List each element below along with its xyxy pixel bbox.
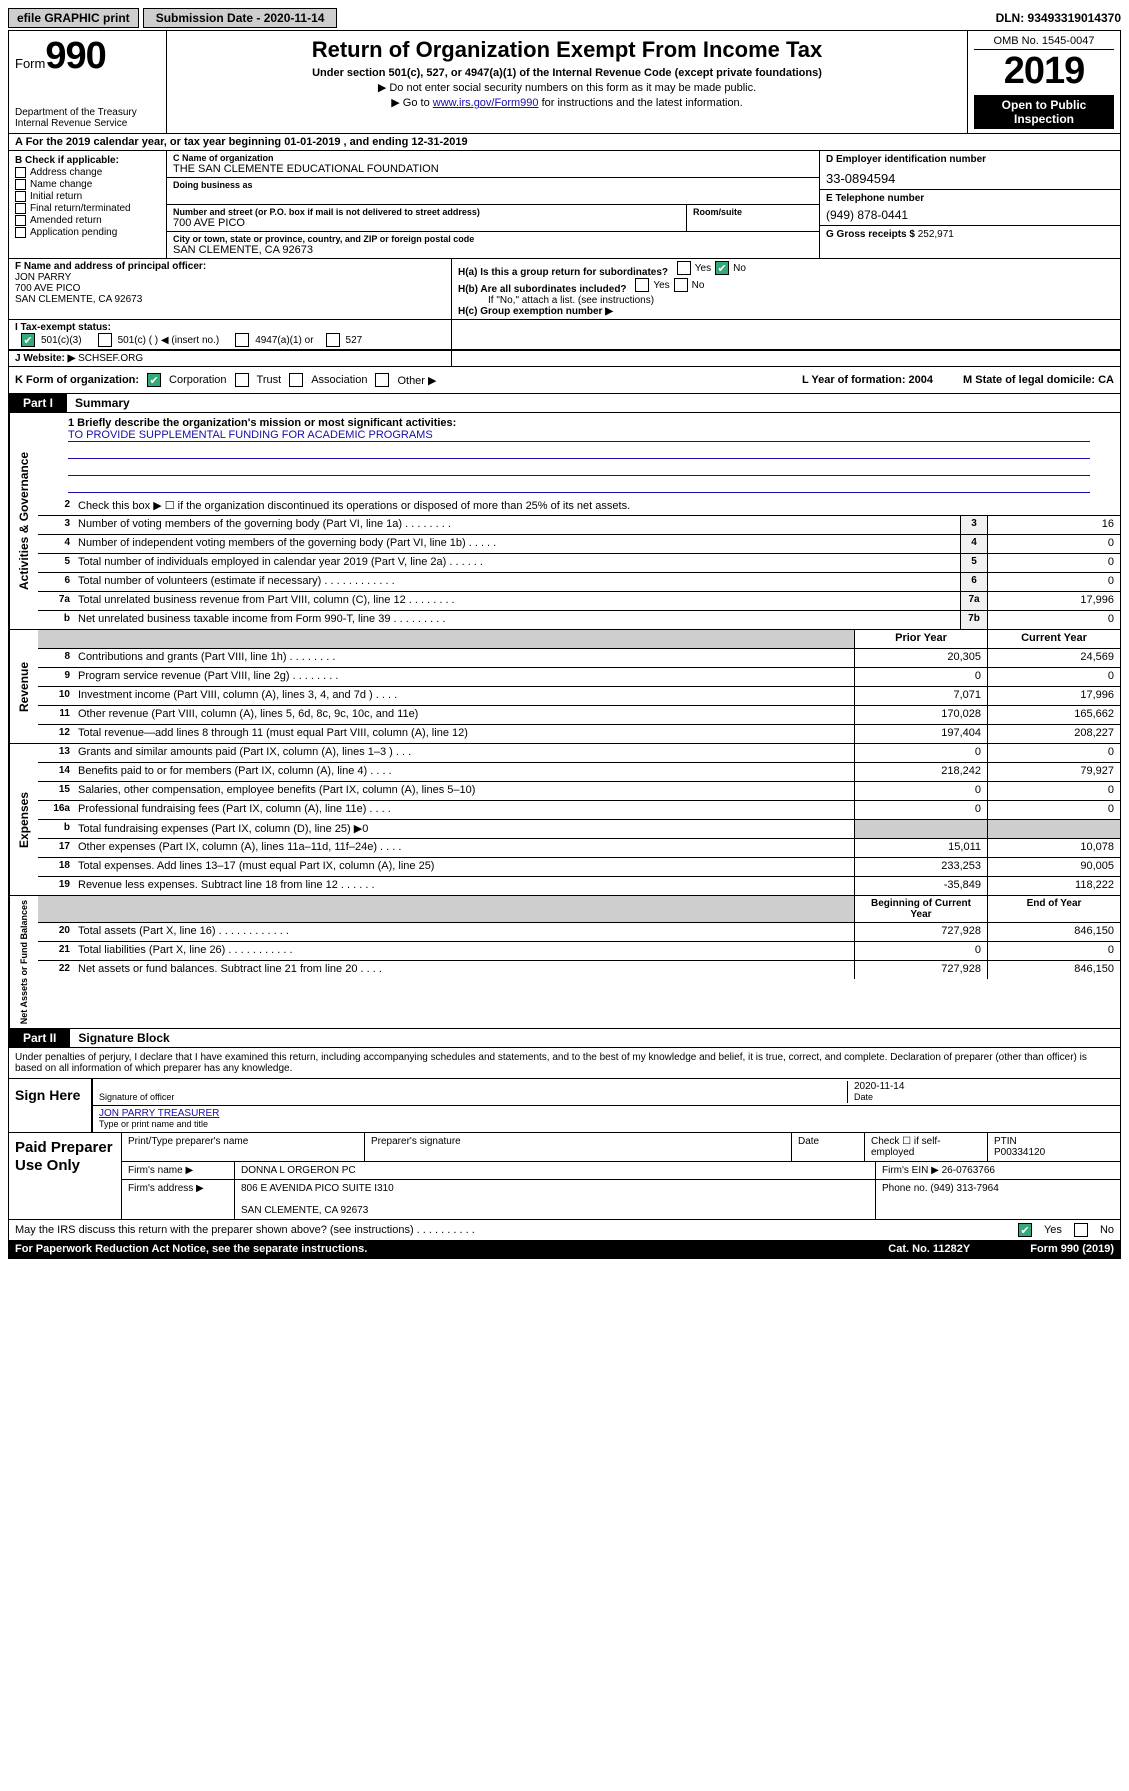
prior-year-value bbox=[854, 820, 987, 838]
current-year-value: 0 bbox=[987, 801, 1120, 819]
current-year-value: 846,150 bbox=[987, 923, 1120, 941]
part-1-bar: Part I Summary bbox=[9, 394, 1120, 413]
dln-label: DLN: 93493319014370 bbox=[996, 11, 1121, 25]
firm-phone: (949) 313-7964 bbox=[930, 1183, 998, 1194]
ein: 33-0894594 bbox=[826, 171, 1114, 186]
gov-value: 0 bbox=[987, 554, 1120, 572]
paid-preparer-block: Paid Preparer Use Only Print/Type prepar… bbox=[9, 1132, 1120, 1219]
dept-label: Department of the Treasury Internal Reve… bbox=[15, 107, 160, 129]
current-year-value bbox=[987, 820, 1120, 838]
prior-year-value: 233,253 bbox=[854, 858, 987, 876]
tax-year: 2019 bbox=[974, 50, 1114, 93]
gov-value: 0 bbox=[987, 573, 1120, 591]
prior-year-value: 197,404 bbox=[854, 725, 987, 743]
mission-text: TO PROVIDE SUPPLEMENTAL FUNDING FOR ACAD… bbox=[68, 429, 1090, 442]
current-year-value: 846,150 bbox=[987, 961, 1120, 979]
prior-year-value: 0 bbox=[854, 668, 987, 686]
side-revenue: Revenue bbox=[9, 630, 38, 743]
side-netassets: Net Assets or Fund Balances bbox=[9, 896, 38, 1028]
part-2-bar: Part II Signature Block bbox=[9, 1029, 1120, 1048]
top-toolbar: efile GRAPHIC print Submission Date - 20… bbox=[8, 8, 1121, 28]
website: SCHSEF.ORG bbox=[78, 353, 143, 364]
org-street: 700 AVE PICO bbox=[173, 217, 680, 229]
gov-value: 0 bbox=[987, 535, 1120, 553]
prior-year-value: 170,028 bbox=[854, 706, 987, 724]
prior-year-value: 0 bbox=[854, 782, 987, 800]
ij-row: I Tax-exempt status: 501(c)(3) 501(c) ( … bbox=[9, 320, 1120, 351]
form-header: Form990 Department of the Treasury Inter… bbox=[9, 31, 1120, 134]
discuss-row: May the IRS discuss this return with the… bbox=[9, 1219, 1120, 1240]
telephone: (949) 878-0441 bbox=[826, 208, 1114, 222]
sign-block: Sign Here Signature of officer 2020-11-1… bbox=[9, 1078, 1120, 1132]
perjury-text: Under penalties of perjury, I declare th… bbox=[9, 1048, 1120, 1078]
prior-year-value: 727,928 bbox=[854, 961, 987, 979]
box-c: C Name of organization THE SAN CLEMENTE … bbox=[167, 151, 819, 258]
side-expenses: Expenses bbox=[9, 744, 38, 895]
efile-print-button[interactable]: efile GRAPHIC print bbox=[8, 8, 139, 28]
prior-year-value: 727,928 bbox=[854, 923, 987, 941]
current-year-value: 24,569 bbox=[987, 649, 1120, 667]
current-year-value: 17,996 bbox=[987, 687, 1120, 705]
current-year-value: 165,662 bbox=[987, 706, 1120, 724]
identity-section: B Check if applicable: Address change Na… bbox=[9, 151, 1120, 259]
side-governance: Activities & Governance bbox=[9, 413, 38, 629]
current-year-value: 10,078 bbox=[987, 839, 1120, 857]
submission-date: Submission Date - 2020-11-14 bbox=[143, 8, 338, 28]
current-year-value: 0 bbox=[987, 668, 1120, 686]
ptin: P00334120 bbox=[994, 1147, 1045, 1158]
form-number: Form990 bbox=[15, 35, 160, 78]
current-year-value: 118,222 bbox=[987, 877, 1120, 895]
mission-block: 1 Briefly describe the organization's mi… bbox=[38, 413, 1120, 497]
subtitle-1: Under section 501(c), 527, or 4947(a)(1)… bbox=[173, 67, 961, 79]
gov-value: 0 bbox=[987, 611, 1120, 629]
prior-year-value: -35,849 bbox=[854, 877, 987, 895]
current-year-value: 0 bbox=[987, 782, 1120, 800]
prior-year-value: 0 bbox=[854, 942, 987, 960]
instructions-link[interactable]: www.irs.gov/Form990 bbox=[433, 97, 539, 109]
gov-value: 17,996 bbox=[987, 592, 1120, 610]
officer-signed-name: JON PARRY TREASURER bbox=[99, 1108, 219, 1119]
prior-year-value: 7,071 bbox=[854, 687, 987, 705]
firm-ein: 26-0763766 bbox=[942, 1165, 995, 1176]
klm-row: K Form of organization: Corporation Trus… bbox=[9, 367, 1120, 394]
current-year-value: 0 bbox=[987, 942, 1120, 960]
prior-year-value: 20,305 bbox=[854, 649, 987, 667]
omb-number: OMB No. 1545-0047 bbox=[974, 35, 1114, 50]
form-container: Form990 Department of the Treasury Inter… bbox=[8, 30, 1121, 1259]
prior-year-value: 0 bbox=[854, 744, 987, 762]
officer-name: JON PARRY bbox=[15, 272, 445, 283]
subtitle-3: ▶ Go to www.irs.gov/Form990 for instruct… bbox=[173, 96, 961, 109]
current-year-value: 90,005 bbox=[987, 858, 1120, 876]
open-public-badge: Open to Public Inspection bbox=[974, 95, 1114, 129]
org-name: THE SAN CLEMENTE EDUCATIONAL FOUNDATION bbox=[173, 163, 813, 175]
form-footer: For Paperwork Reduction Act Notice, see … bbox=[9, 1240, 1120, 1258]
org-city: SAN CLEMENTE, CA 92673 bbox=[173, 244, 813, 256]
fh-row: F Name and address of principal officer:… bbox=[9, 259, 1120, 320]
prior-year-value: 0 bbox=[854, 801, 987, 819]
box-b: B Check if applicable: Address change Na… bbox=[9, 151, 167, 258]
current-year-value: 79,927 bbox=[987, 763, 1120, 781]
box-deg: D Employer identification number 33-0894… bbox=[819, 151, 1120, 258]
current-year-value: 208,227 bbox=[987, 725, 1120, 743]
gov-value: 16 bbox=[987, 516, 1120, 534]
firm-name: DONNA L ORGERON PC bbox=[235, 1162, 876, 1179]
form-title: Return of Organization Exempt From Incom… bbox=[173, 37, 961, 63]
subtitle-2: ▶ Do not enter social security numbers o… bbox=[173, 81, 961, 94]
gross-receipts: 252,971 bbox=[918, 229, 954, 240]
prior-year-value: 218,242 bbox=[854, 763, 987, 781]
current-year-value: 0 bbox=[987, 744, 1120, 762]
line-a-tax-year: A For the 2019 calendar year, or tax yea… bbox=[9, 134, 1120, 151]
prior-year-value: 15,011 bbox=[854, 839, 987, 857]
